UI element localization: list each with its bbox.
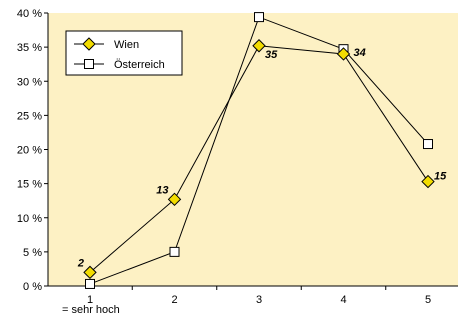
- y-tick-label: 35 %: [17, 42, 42, 54]
- point-oesterreich: [254, 12, 264, 23]
- point-wien: [421, 174, 435, 189]
- point-wien: [167, 192, 182, 207]
- y-tick-label: 5 %: [23, 247, 42, 259]
- legend-marker-oesterreich: [84, 59, 94, 69]
- data-label-wien: 35: [265, 49, 278, 61]
- y-tick-label: 20 %: [17, 145, 42, 157]
- legend-label-oesterreich: Österreich: [114, 59, 165, 71]
- x-tick-label: 5: [425, 294, 431, 306]
- data-label-wien: 2: [77, 257, 84, 269]
- legend: Wien Österreich: [65, 30, 183, 76]
- y-tick-label: 15 %: [17, 179, 42, 191]
- legend-label-wien: Wien: [114, 39, 139, 51]
- y-tick-label: 0 %: [23, 281, 42, 293]
- y-tick-label: 10 %: [17, 213, 42, 225]
- y-tick-label: 30 %: [17, 76, 42, 88]
- x-tick-label: 4: [340, 294, 346, 306]
- x-axis-sublabel: = sehr hoch: [62, 304, 120, 316]
- point-oesterreich: [423, 139, 433, 150]
- legend-marker-wien: [82, 37, 96, 51]
- data-label-wien: 34: [354, 47, 366, 59]
- x-tick-label: 1: [87, 294, 93, 306]
- point-wien: [83, 265, 97, 280]
- y-tick-label: 40 %: [17, 8, 42, 20]
- point-oesterreich: [85, 278, 95, 289]
- data-label-wien: 15: [434, 171, 447, 183]
- point-oesterreich: [169, 246, 180, 257]
- x-tick-label: 3: [256, 294, 262, 306]
- y-tick-label: 25 %: [17, 110, 42, 122]
- data-label-wien: 13: [156, 184, 168, 196]
- x-tick-label: 2: [171, 294, 177, 306]
- point-wien: [252, 39, 266, 53]
- point-wien: [336, 47, 351, 61]
